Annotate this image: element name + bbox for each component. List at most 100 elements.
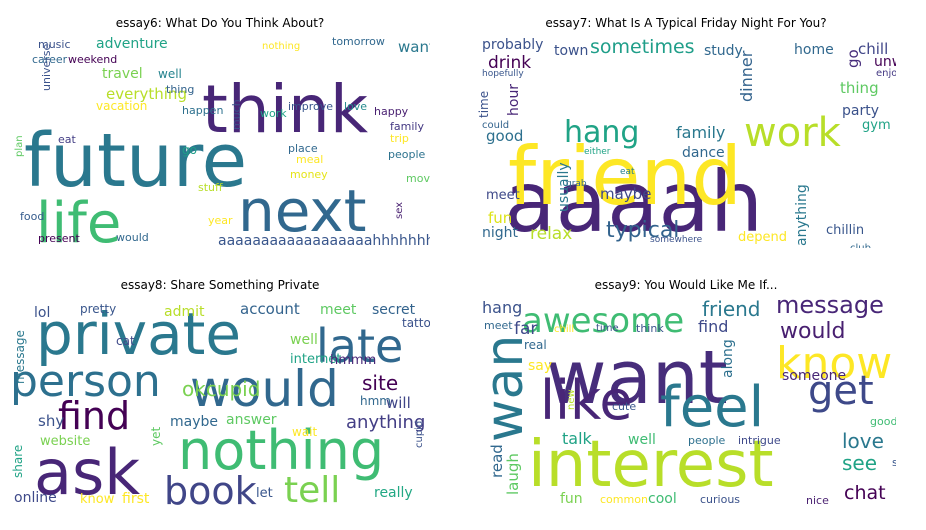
- cloud-word: everything: [106, 85, 187, 103]
- cloud-word: laugh: [504, 453, 522, 495]
- cloud-word: either: [584, 147, 611, 157]
- cloud-word: plan: [14, 135, 25, 157]
- panel-title-essay7: essay7: What Is A Typical Friday Night F…: [545, 16, 827, 30]
- cloud-word: okcupid: [182, 377, 260, 401]
- cloud-word: would: [116, 231, 149, 244]
- cloud-word: chillin: [826, 223, 864, 238]
- cloud-word: somewhere: [650, 235, 703, 245]
- cloud-word: new: [566, 389, 577, 410]
- cloud-word: know: [776, 338, 892, 389]
- cloud-word: first: [122, 491, 150, 507]
- cloud-word: enjoy: [876, 68, 896, 79]
- cloud-word: could: [482, 120, 509, 131]
- cloud-word: club: [850, 243, 871, 248]
- cloud-word: shy: [38, 412, 64, 430]
- cloud-word: meal: [296, 153, 323, 166]
- cloud-word: fun: [560, 491, 583, 507]
- cloud-word: tattoo: [402, 316, 430, 330]
- cloud-word: will: [386, 394, 411, 412]
- cloud-word: real: [524, 338, 547, 352]
- cloud-word: gym: [862, 118, 891, 133]
- cloud-word: well: [628, 432, 656, 448]
- panel-title-essay6: essay6: What Do You Think About?: [115, 16, 325, 30]
- cloud-word: sometimes: [590, 36, 695, 58]
- cloud-word: place: [288, 142, 318, 155]
- cloud-word: dance: [682, 145, 725, 161]
- cloud-word: curious: [700, 493, 740, 506]
- cloud-word: want: [398, 38, 430, 56]
- cloud-word: online: [14, 490, 57, 506]
- cloud-word: talk: [562, 429, 593, 448]
- cloud-word: weekend: [68, 53, 117, 66]
- cloud-word: message: [776, 298, 884, 319]
- cloud-word: admit: [164, 304, 205, 320]
- cloud-word: present: [38, 232, 81, 245]
- cloud-word: friend: [702, 298, 761, 321]
- cloud-word: book: [164, 469, 257, 510]
- cloud-word: interest: [528, 428, 774, 502]
- cloud-word: hang: [482, 298, 522, 317]
- cloud-word: internet: [290, 352, 341, 367]
- cloud-word: cat: [116, 334, 135, 348]
- cloud-word: adventure: [96, 36, 168, 52]
- cloud-word: next: [238, 177, 367, 245]
- cloud-word: intrigue: [738, 434, 781, 447]
- cloud-word: see: [842, 451, 877, 475]
- cloud-word: hmmm: [330, 353, 376, 368]
- cloud-word: feel: [660, 375, 764, 440]
- cloud-word: time: [477, 91, 491, 118]
- cloud-word: meet: [320, 302, 357, 318]
- cloud-word: good: [486, 127, 523, 145]
- cloud-word: family: [390, 120, 424, 133]
- cloud-word: really: [374, 485, 413, 501]
- cloud-word: website: [40, 434, 90, 449]
- cloud-word: probably: [482, 37, 543, 53]
- cloud-word: travel: [102, 66, 143, 82]
- cloud-word: money: [290, 168, 328, 181]
- cloud-word: think: [202, 71, 369, 148]
- cloud-word: pretty: [80, 302, 116, 316]
- word-cloud-essay8: private nothing ask would person late find book…: [10, 300, 430, 510]
- cloud-word: chat: [844, 482, 886, 504]
- cloud-word: eat: [620, 167, 635, 177]
- cloud-word: wait: [292, 425, 318, 439]
- cloud-word: work: [260, 107, 287, 120]
- cloud-word: like: [540, 369, 633, 432]
- cloud-word: tell: [284, 470, 340, 510]
- cloud-word: let: [256, 486, 273, 501]
- cloud-word: account: [240, 300, 300, 318]
- cloud-word: improve: [288, 100, 333, 113]
- cloud-word: year: [208, 214, 233, 227]
- cloud-word: someone: [782, 368, 846, 384]
- cloud-word: life: [36, 191, 121, 248]
- cloud-word: stuff: [198, 181, 223, 194]
- cloud-word: would: [190, 360, 339, 418]
- cloud-word: nice: [806, 494, 829, 507]
- cloud-word: people: [688, 434, 726, 447]
- cloud-word: find: [58, 394, 130, 438]
- cloud-word: study: [704, 43, 743, 59]
- cloud-word: go: [844, 49, 862, 68]
- cloud-word: would: [780, 319, 845, 344]
- cloud-word: unwind: [874, 54, 896, 70]
- cloud-word: get: [808, 368, 874, 414]
- cloud-word: usually: [556, 162, 572, 212]
- cloud-word: aaaaaaaaaaaaaaaaaahhhhhhhhh: [218, 233, 430, 248]
- cloud-word: thing: [840, 79, 879, 97]
- cloud-word: nothing: [178, 419, 384, 482]
- cloud-word: happen: [182, 104, 223, 117]
- cloud-word: well: [158, 67, 182, 81]
- cloud-word: time: [596, 323, 619, 334]
- cloud-word: love: [842, 429, 884, 453]
- cloud-word: private: [36, 300, 241, 368]
- cloud-word: town: [554, 43, 588, 59]
- cloud-word: sex: [394, 202, 405, 219]
- cloud-word: food: [20, 210, 44, 223]
- cloud-word: typical: [606, 218, 679, 243]
- cloud-word: vacation: [96, 99, 147, 113]
- cloud-word: meet: [486, 188, 520, 203]
- cloud-word: read: [488, 444, 506, 478]
- cloud-word: depend: [738, 230, 787, 245]
